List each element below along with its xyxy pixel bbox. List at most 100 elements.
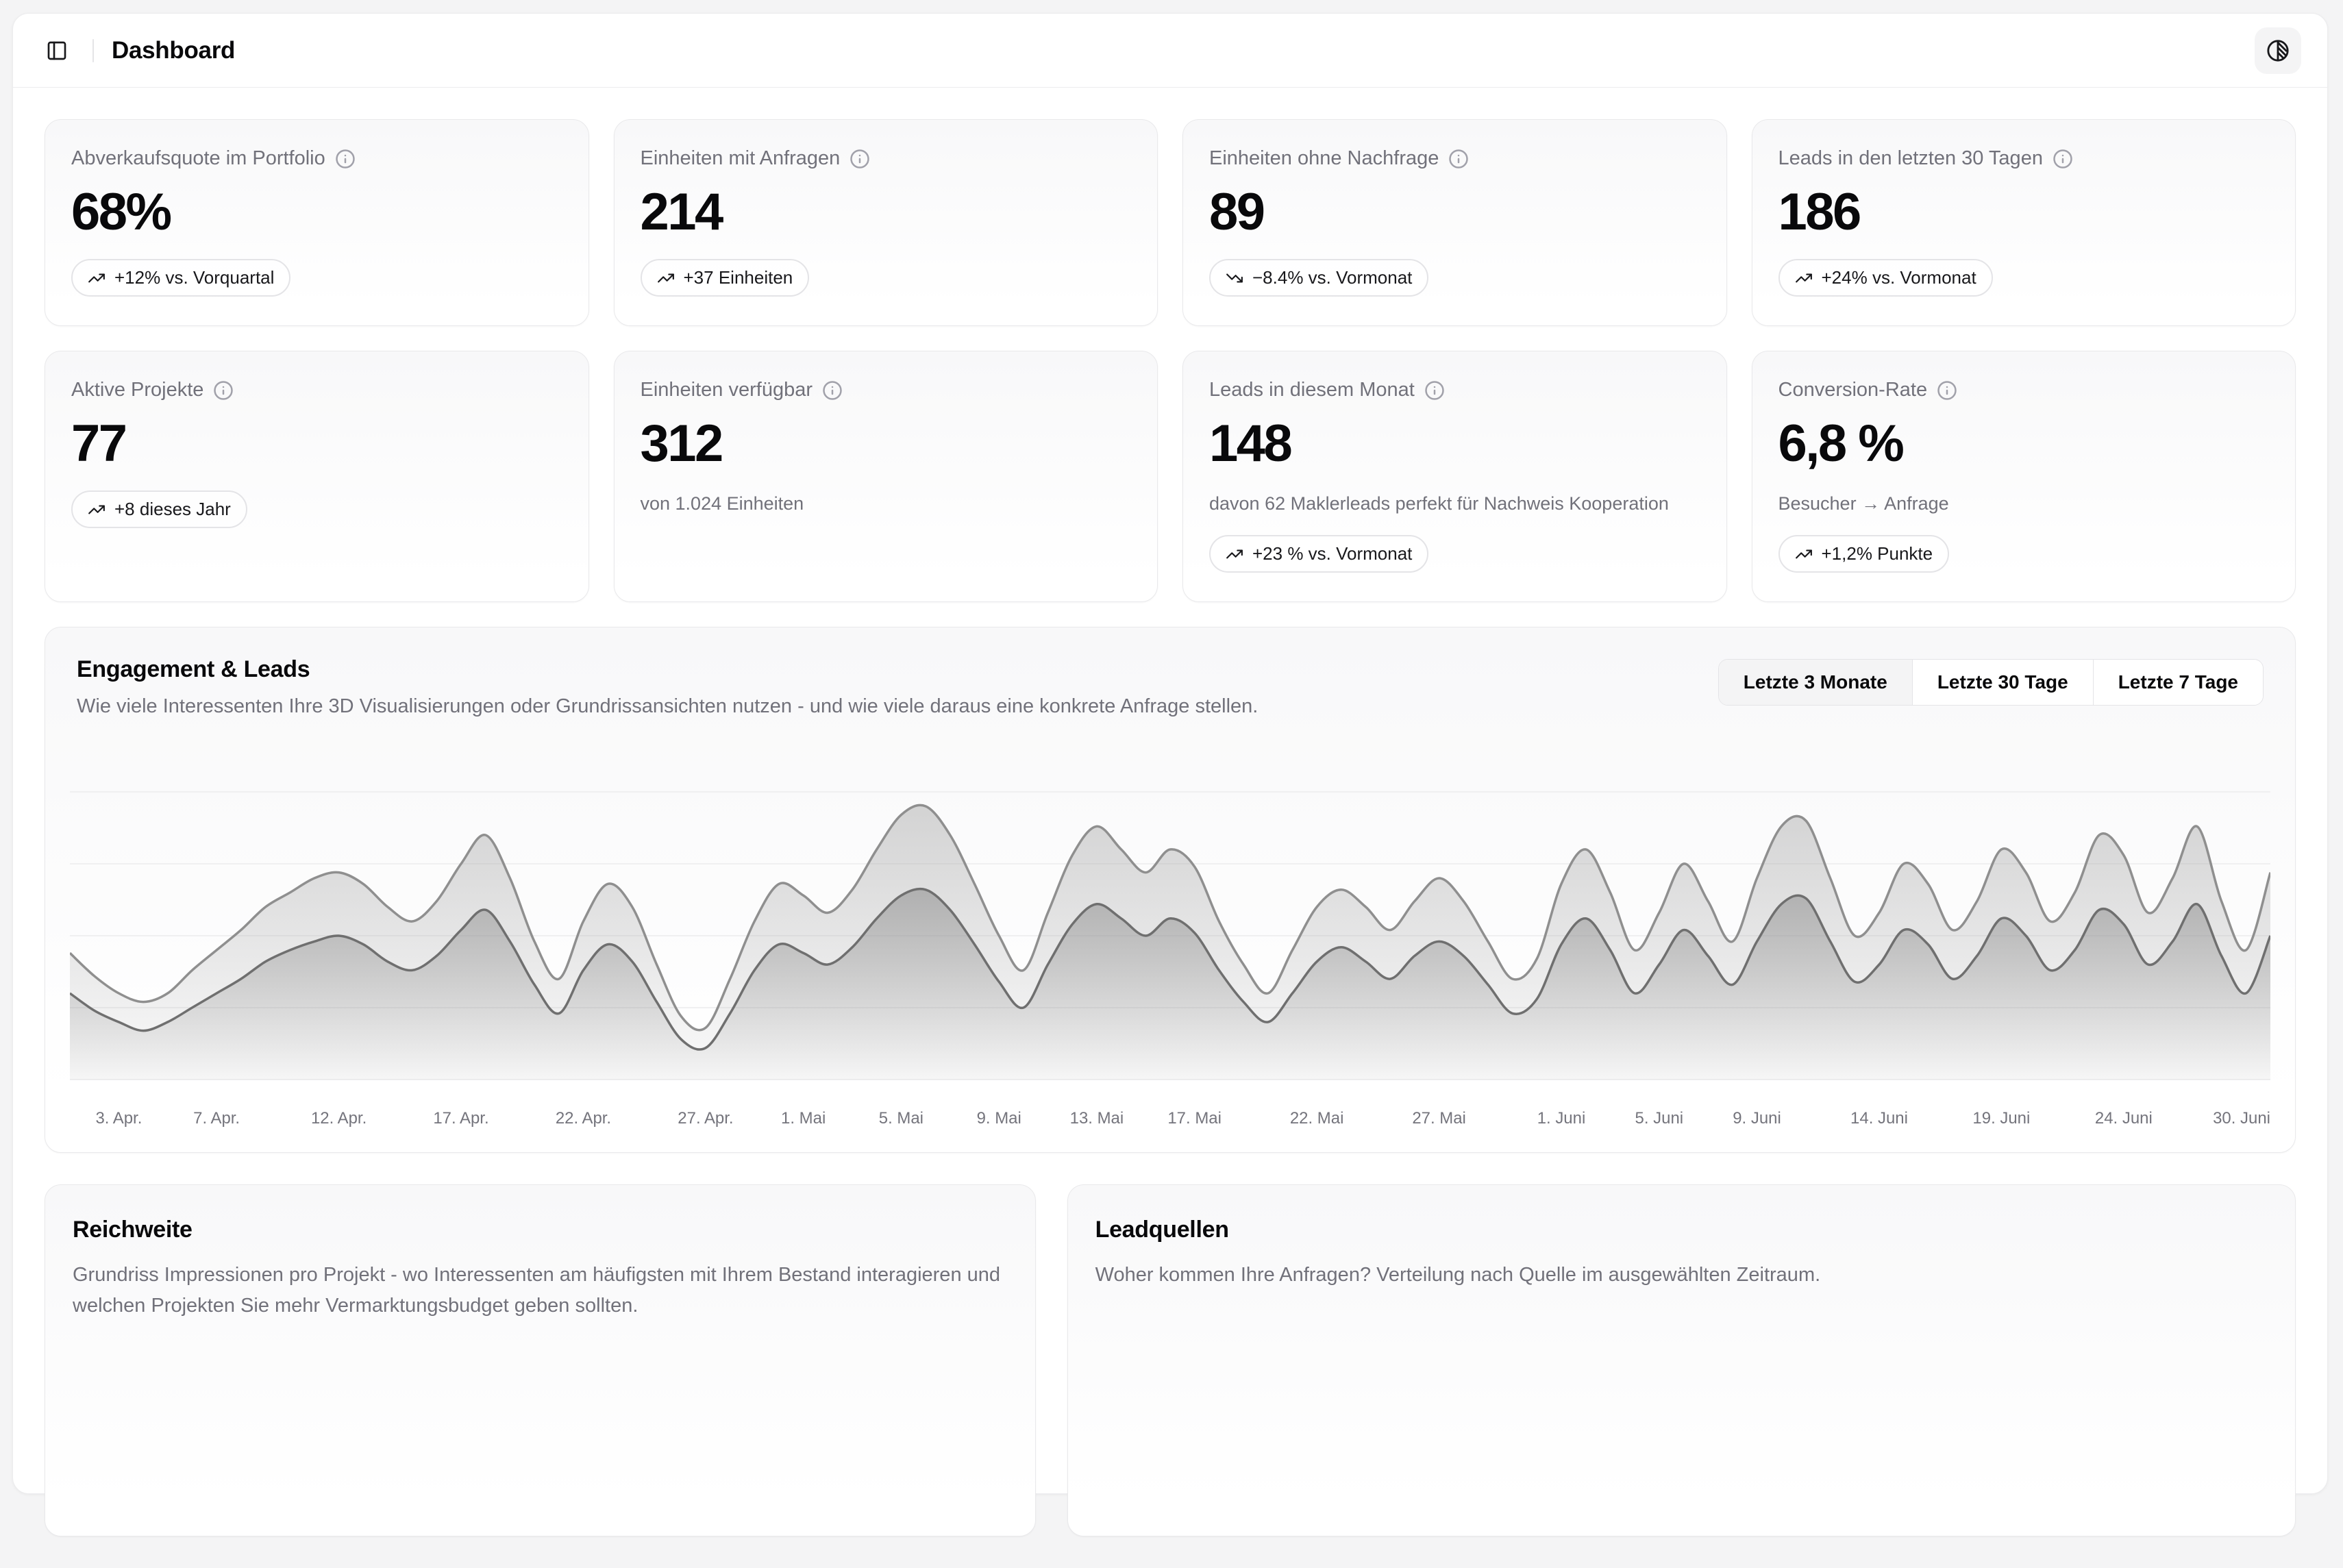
stat-label: Leads in den letzten 30 Tagen <box>1778 147 2043 169</box>
svg-text:14. Juni: 14. Juni <box>1850 1109 1908 1128</box>
stat-card: Abverkaufsquote im Portfolio 68% +12% vs… <box>45 119 589 326</box>
svg-text:17. Apr.: 17. Apr. <box>433 1109 488 1128</box>
chart-subtitle: Wie viele Interessenten Ihre 3D Visualis… <box>77 695 1259 717</box>
stat-label: Conversion-Rate <box>1778 379 1928 401</box>
engagement-area-chart: 3. Apr. 7. Apr. 12. Apr. 17. Apr. 22. Apr. 27… <box>70 791 2270 1128</box>
chart-title: Engagement & Leads <box>77 656 310 682</box>
panel-left-icon <box>47 41 66 60</box>
trend-badge: +12% vs. Vorquartal <box>71 259 291 297</box>
bottom-cards-grid: Reichweite Grundriss Impressionen pro Pr… <box>45 1184 2296 1536</box>
time-range-tabs: Letzte 3 Monate Letzte 30 Tage Letzte 7 Ta… <box>1718 659 2264 706</box>
stat-label-row: Aktive Projekte <box>71 379 234 401</box>
theme-toggle-button[interactable] <box>2255 27 2301 74</box>
trend-badge-label: +1,2% Punkte <box>1821 543 1933 564</box>
stat-label-row: Einheiten ohne Nachfrage <box>1209 147 1469 170</box>
stat-value: 68% <box>71 183 172 241</box>
trend-badge-label: +24% vs. Vormonat <box>1821 267 1976 288</box>
stat-note: davon 62 Maklerleads perfekt für Nachwei… <box>1209 493 1669 514</box>
svg-text:9. Mai: 9. Mai <box>977 1109 1021 1128</box>
stat-note: Besucher → Anfrage <box>1778 493 1949 514</box>
svg-text:5. Juni: 5. Juni <box>1635 1109 1684 1128</box>
stat-label-row: Leads in diesem Monat <box>1209 379 1445 401</box>
chart-header: Engagement & Leads Wie viele Interessent… <box>70 656 2270 718</box>
trending-up-icon <box>88 273 105 282</box>
trend-badge-label: −8.4% vs. Vormonat <box>1252 267 1413 288</box>
leadsources-card-description: Woher kommen Ihre Anfragen? Verteilung n… <box>1095 1264 1821 1286</box>
trending-up-icon <box>1226 549 1243 558</box>
contrast-icon <box>2267 39 2289 62</box>
stats-grid: Abverkaufsquote im Portfolio 68% +12% vs… <box>45 119 2296 602</box>
info-icon[interactable] <box>2053 149 2073 169</box>
info-icon[interactable] <box>850 149 870 169</box>
stat-label-row: Abverkaufsquote im Portfolio <box>71 147 356 170</box>
svg-text:7. Apr.: 7. Apr. <box>193 1109 240 1128</box>
tab-letzte-7-tage[interactable]: Letzte 7 Tage <box>2092 660 2263 705</box>
stat-card: Leads in diesem Monat 148 davon 62 Makle… <box>1182 351 1727 602</box>
stat-label-row: Einheiten mit Anfragen <box>641 147 871 170</box>
trending-up-icon <box>88 505 105 514</box>
page-title: Dashboard <box>112 36 236 64</box>
reach-card-title: Reichweite <box>73 1217 193 1243</box>
svg-text:22. Mai: 22. Mai <box>1290 1109 1344 1128</box>
stat-value: 312 <box>640 414 724 473</box>
stat-label: Aktive Projekte <box>71 379 204 401</box>
trending-down-icon <box>1226 273 1243 282</box>
trend-badge: +1,2% Punkte <box>1778 535 1950 573</box>
stat-value: 148 <box>1209 414 1293 473</box>
trending-up-icon <box>1795 273 1812 282</box>
svg-text:19. Juni: 19. Juni <box>1972 1109 2030 1128</box>
stat-value: 214 <box>640 183 724 241</box>
stat-card: Einheiten ohne Nachfrage 89 −8.4% vs. Vo… <box>1182 119 1727 326</box>
leadsources-card-title: Leadquellen <box>1095 1217 1229 1243</box>
svg-text:9. Juni: 9. Juni <box>1733 1109 1781 1128</box>
chart-x-axis-labels: 3. Apr. 7. Apr. 12. Apr. 17. Apr. 22. Apr. 27… <box>95 1109 2270 1128</box>
trending-up-icon <box>657 273 674 282</box>
stat-card: Einheiten mit Anfragen 214 +37 Einheiten <box>613 119 1158 326</box>
chart-header-text: Engagement & Leads Wie viele Interessent… <box>77 656 1258 718</box>
info-icon[interactable] <box>1424 380 1445 401</box>
info-icon[interactable] <box>822 380 843 401</box>
stat-card: Leads in den letzten 30 Tagen 186 +24% v… <box>1751 119 2296 326</box>
svg-text:30. Juni: 30. Juni <box>2213 1109 2270 1128</box>
svg-text:1. Mai: 1. Mai <box>781 1109 826 1128</box>
reach-card-description: Grundriss Impressionen pro Projekt - wo … <box>73 1264 1001 1317</box>
stat-value: 89 <box>1209 183 1265 241</box>
info-icon[interactable] <box>1937 380 1957 401</box>
stat-card: Aktive Projekte 77 +8 dieses Jahr <box>45 351 589 602</box>
trend-badge: +24% vs. Vormonat <box>1778 259 1993 297</box>
trending-up-icon <box>1795 549 1812 558</box>
svg-text:3. Apr.: 3. Apr. <box>95 1109 142 1128</box>
stat-label-row: Leads in den letzten 30 Tagen <box>1778 147 2073 170</box>
stat-label-row: Einheiten verfügbar <box>641 379 843 401</box>
info-icon[interactable] <box>213 380 234 401</box>
trend-badge: +37 Einheiten <box>640 259 810 297</box>
trend-badge: −8.4% vs. Vormonat <box>1209 259 1429 297</box>
stat-card: Einheiten verfügbar 312 von 1.024 Einhei… <box>613 351 1158 602</box>
tab-letzte-3-monate[interactable]: Letzte 3 Monate <box>1718 660 1912 705</box>
stat-note: von 1.024 Einheiten <box>640 493 804 514</box>
svg-text:13. Mai: 13. Mai <box>1070 1109 1124 1128</box>
top-bar: Dashboard <box>13 14 2327 88</box>
stat-label: Einheiten verfügbar <box>640 379 813 401</box>
trend-badge-label: +23 % vs. Vormonat <box>1252 543 1413 564</box>
svg-text:27. Mai: 27. Mai <box>1412 1109 1466 1128</box>
svg-text:24. Juni: 24. Juni <box>2095 1109 2153 1128</box>
leadsources-card: Leadquellen Woher kommen Ihre Anfragen? … <box>1067 1184 2296 1536</box>
info-icon[interactable] <box>335 149 356 169</box>
sidebar-toggle-button[interactable] <box>39 33 75 69</box>
stat-label-row: Conversion-Rate <box>1778 379 1958 401</box>
trend-badge: +23 % vs. Vormonat <box>1209 535 1429 573</box>
svg-text:27. Apr.: 27. Apr. <box>678 1109 733 1128</box>
tab-letzte-30-tage[interactable]: Letzte 30 Tage <box>1911 660 2093 705</box>
reach-card: Reichweite Grundriss Impressionen pro Pr… <box>45 1184 1036 1536</box>
info-icon[interactable] <box>1448 149 1469 169</box>
engagement-card: Engagement & Leads Wie viele Interessent… <box>45 627 2296 1153</box>
chart-area: 3. Apr. 7. Apr. 12. Apr. 17. Apr. 22. Apr. 27… <box>70 791 2270 1133</box>
dashboard-main: Abverkaufsquote im Portfolio 68% +12% vs… <box>13 88 2327 1568</box>
stat-value: 6,8 % <box>1778 414 1905 473</box>
stat-value: 186 <box>1778 183 1862 241</box>
stat-card: Conversion-Rate 6,8 % Besucher → Anfrage… <box>1751 351 2296 602</box>
stat-label: Abverkaufsquote im Portfolio <box>71 147 325 169</box>
series-anfragen <box>70 887 2270 1080</box>
trend-badge-label: +12% vs. Vorquartal <box>114 267 275 288</box>
